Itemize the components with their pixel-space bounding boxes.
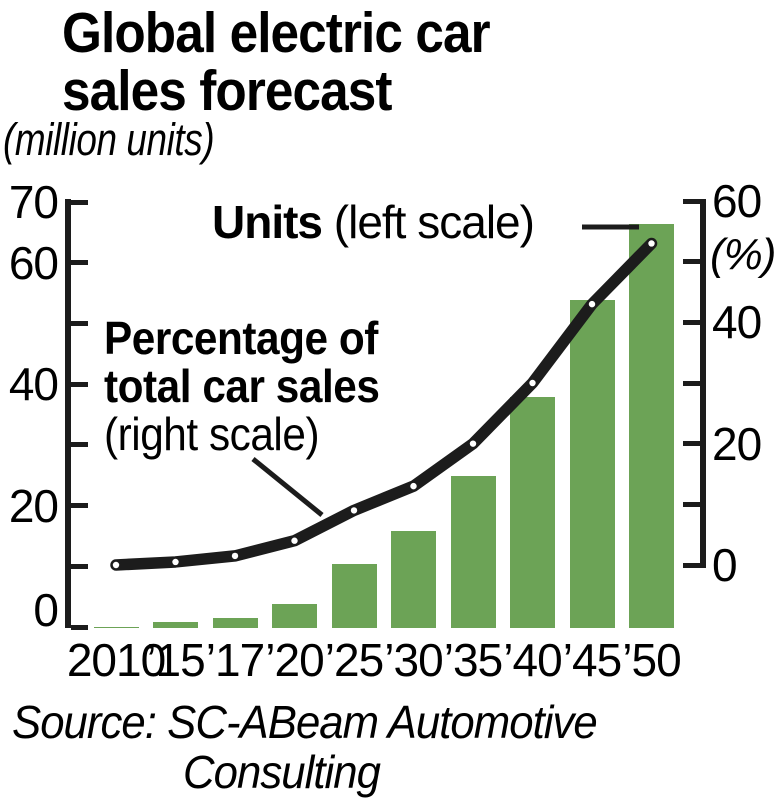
left-axis-tick-40 xyxy=(71,381,88,387)
source-credit-line1: Source: SC-ABeam Automotive xyxy=(12,696,598,748)
left-axis-tick-50 xyxy=(71,320,88,326)
right-axis-tick-30 xyxy=(683,380,700,386)
units-series-label: Units (left scale) xyxy=(212,196,535,248)
line-point-dot-20 xyxy=(291,537,298,544)
right-axis-label-20: 20 xyxy=(712,417,762,470)
x-axis-label-17: ’17 xyxy=(205,634,265,686)
right-axis-unit-label: (%) xyxy=(710,230,776,279)
units-series-label-rest: (left scale) xyxy=(322,196,535,248)
percentage-series-label-line1: Percentage of xyxy=(104,312,378,364)
chart-title-line1: Global electric car xyxy=(62,1,491,65)
x-axis-label-35: ’35 xyxy=(443,634,503,686)
percentage-series-label-line3: (right scale) xyxy=(104,408,320,460)
source-credit-line2: Consulting xyxy=(183,746,381,798)
bar-17 xyxy=(212,618,258,628)
right-axis-tick-0 xyxy=(683,562,700,568)
x-axis-label-50: ’50 xyxy=(622,634,681,686)
percentage-series-label: Percentage of total car sales (right sca… xyxy=(104,312,380,460)
x-axis-label-30: ’30 xyxy=(384,634,443,686)
bar-50 xyxy=(629,224,674,628)
left-axis-label-70: 70 xyxy=(8,176,59,228)
left-axis-label-60: 60 xyxy=(8,236,59,289)
x-axis-label-40: ’40 xyxy=(503,634,562,686)
line-point-dot-35 xyxy=(469,440,477,447)
bar-15 xyxy=(153,622,198,628)
left-axis-tick-70 xyxy=(71,199,88,205)
units-series-label-bold: Units xyxy=(212,196,323,248)
bar-40 xyxy=(510,397,555,628)
bar-45 xyxy=(569,300,615,628)
x-axis-label-20: ’20 xyxy=(265,634,324,686)
left-axis-label-40: 40 xyxy=(8,358,59,411)
bar-25 xyxy=(331,564,377,628)
line-point-dot-17 xyxy=(231,552,239,560)
right-axis-tick-40 xyxy=(683,319,700,325)
right-axis-label-60: 60 xyxy=(712,175,762,227)
left-axis-label-20: 20 xyxy=(8,479,59,532)
percentage-series-label-line2: total car sales xyxy=(104,360,380,412)
x-axis-label-45: ’45 xyxy=(562,634,622,686)
x-axis-label-25: ’25 xyxy=(324,634,384,686)
left-axis-tick-60 xyxy=(71,260,88,266)
left-axis-tick-10 xyxy=(71,563,88,569)
line-point-dot-25 xyxy=(350,507,358,514)
line-point-dot-2010 xyxy=(112,561,120,569)
right-axis-tick-10 xyxy=(683,501,700,507)
x-axis-label-15: ’15 xyxy=(146,634,205,686)
line-point-dot-30 xyxy=(410,482,417,490)
right-axis-label-0: 0 xyxy=(712,539,738,591)
left-axis-line xyxy=(65,199,71,628)
right-axis-tick-20 xyxy=(683,441,700,447)
chart-subtitle: (million units) xyxy=(3,114,215,165)
line-point-dot-40 xyxy=(529,379,536,387)
x-axis-label-2010: 2010 xyxy=(66,634,166,686)
bar-2010 xyxy=(93,627,139,628)
chart-title: Global electric car sales forecast xyxy=(62,1,491,123)
bar-20 xyxy=(272,604,317,628)
bar-35 xyxy=(450,476,496,628)
percentage-label-pointer xyxy=(251,457,324,517)
right-axis-line xyxy=(700,199,706,568)
line-point-dot-15 xyxy=(172,558,179,566)
left-axis-tick-30 xyxy=(71,442,88,448)
right-axis-label-40: 40 xyxy=(712,296,762,349)
bar-30 xyxy=(391,531,436,628)
chart-title-line2: sales forecast xyxy=(62,59,393,123)
right-axis-tick-50 xyxy=(683,259,700,265)
left-axis-tick-0 xyxy=(71,624,88,630)
right-axis-tick-60 xyxy=(683,198,700,204)
left-axis-label-0: 0 xyxy=(33,584,59,636)
left-axis-tick-20 xyxy=(71,503,88,509)
